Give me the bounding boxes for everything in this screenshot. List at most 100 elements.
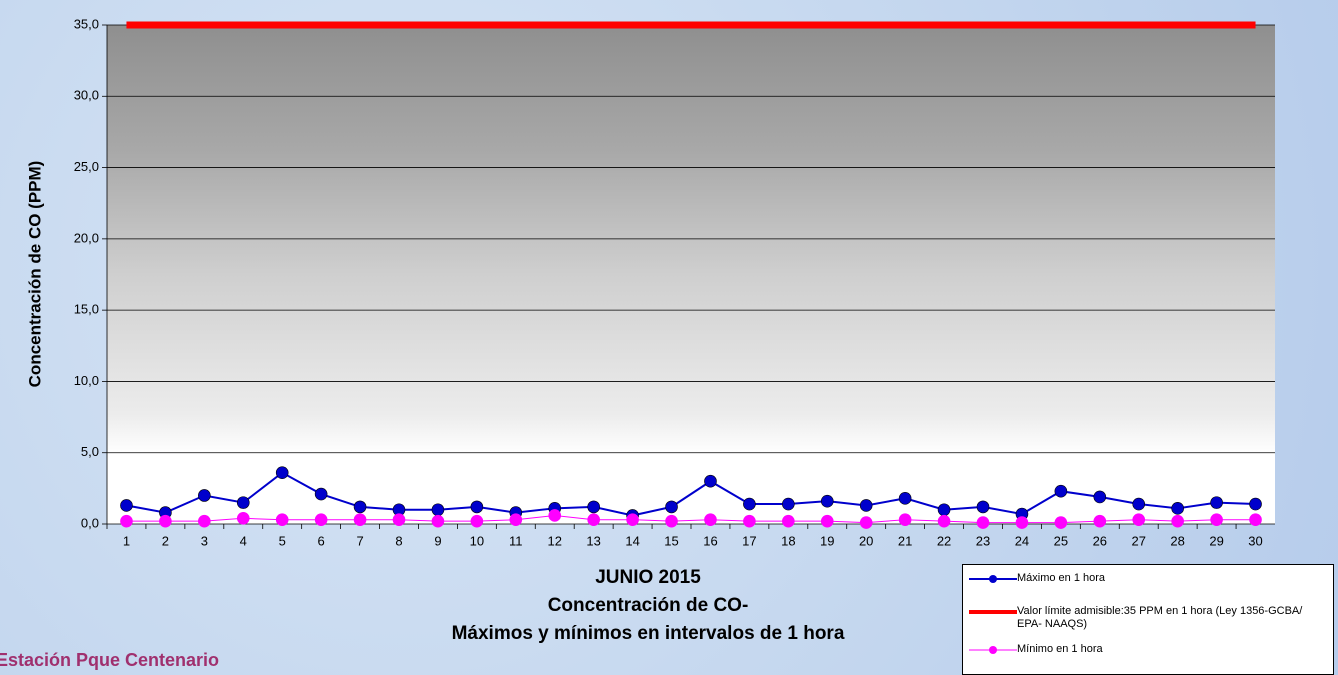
x-tick-label: 9 — [434, 533, 441, 548]
data-point — [1093, 514, 1107, 528]
legend-swatch — [969, 610, 1017, 614]
plot-area — [107, 25, 1275, 524]
data-point — [1210, 513, 1223, 527]
chart-subtitle: Concentración de CO- — [548, 595, 749, 616]
data-point — [353, 500, 367, 514]
x-tick-label: 28 — [1170, 533, 1184, 548]
data-point — [314, 513, 328, 527]
legend: Máximo en 1 hora Valor límite admisible:3… — [962, 564, 1334, 675]
data-point — [1249, 513, 1262, 527]
x-tick-label: 25 — [1054, 533, 1068, 548]
data-point — [392, 513, 406, 527]
legend-swatch — [969, 575, 1017, 583]
data-point — [937, 503, 951, 517]
chart-subtitle: Máximos y mínimos en intervalos de 1 hor… — [452, 623, 845, 644]
data-point — [976, 516, 990, 529]
x-tick-label: 11 — [509, 533, 523, 548]
data-point — [1093, 490, 1107, 504]
y-tick-label: 25,0 — [74, 159, 99, 174]
x-tick-label: 18 — [781, 533, 795, 548]
data-point — [548, 509, 562, 522]
y-tick-label: 0,0 — [81, 515, 99, 530]
data-point — [820, 514, 834, 528]
y-tick-label: 30,0 — [74, 88, 99, 103]
data-point — [665, 514, 678, 528]
x-tick-label: 4 — [240, 533, 247, 548]
legend-marker — [989, 575, 997, 583]
series-line — [126, 514, 1256, 524]
data-point — [1132, 497, 1146, 511]
data-point — [236, 496, 250, 509]
x-tick-label: 13 — [586, 533, 600, 548]
x-tick-label: 23 — [976, 533, 990, 548]
x-tick-label: 26 — [1093, 533, 1107, 548]
data-point — [587, 500, 600, 514]
data-point — [1171, 514, 1184, 528]
x-tick-label: 15 — [664, 533, 678, 548]
data-point — [1249, 497, 1262, 511]
x-tick-label: 14 — [625, 533, 639, 548]
x-tick-label: 24 — [1015, 533, 1029, 548]
x-tick-label: 8 — [395, 533, 402, 548]
data-point — [431, 503, 445, 517]
data-point — [1054, 484, 1068, 498]
x-tick-label: 7 — [356, 533, 363, 548]
data-point — [626, 513, 639, 527]
x-tick-label: 30 — [1248, 533, 1262, 548]
y-tick-label: 35,0 — [74, 16, 99, 31]
legend-item: Valor límite admisible:35 PPM en 1 hora … — [967, 605, 1329, 631]
data-point — [314, 487, 328, 501]
data-point — [120, 514, 133, 528]
x-tick-label: 5 — [279, 533, 286, 548]
series-line — [126, 471, 1256, 517]
data-point — [470, 514, 484, 528]
legend-label: Máximo en 1 hora — [1017, 572, 1106, 584]
legend-item: Mínimo en 1 hora — [967, 643, 1329, 657]
data-point — [782, 497, 795, 511]
data-point — [976, 500, 990, 514]
data-point — [820, 494, 834, 508]
y-axis-title: Concentración de CO (PPM) — [25, 161, 44, 388]
legend-label: Valor límite admisible:35 PPM en 1 hora … — [1017, 605, 1303, 630]
x-tick-label: 1 — [123, 533, 130, 548]
data-point — [898, 492, 912, 505]
station-label: Estación Pque Centenario — [0, 650, 219, 670]
data-point — [587, 513, 600, 527]
data-point — [275, 466, 289, 479]
legend-label: Mínimo en 1 hora — [1017, 643, 1103, 655]
x-tick-label: 21 — [898, 533, 912, 548]
data-point — [859, 499, 873, 512]
data-point — [704, 474, 717, 488]
data-point — [743, 514, 756, 528]
data-point — [665, 500, 678, 514]
y-tick-label: 15,0 — [74, 302, 99, 317]
x-tick-label: 10 — [470, 533, 484, 548]
data-point — [859, 516, 873, 529]
data-point — [198, 514, 211, 528]
data-point — [1210, 496, 1223, 509]
x-tick-label: 6 — [318, 533, 325, 548]
legend-swatch — [969, 646, 1017, 654]
data-point — [120, 499, 133, 512]
x-tick-label: 27 — [1131, 533, 1145, 548]
y-tick-label: 5,0 — [81, 444, 99, 459]
data-point — [704, 513, 717, 527]
y-tick-label: 10,0 — [74, 373, 99, 388]
data-point — [353, 513, 367, 527]
data-point — [431, 514, 445, 528]
data-point — [898, 513, 912, 527]
x-tick-label: 12 — [547, 533, 561, 548]
x-tick-label: 16 — [703, 533, 717, 548]
data-point — [743, 497, 756, 511]
data-point — [1132, 513, 1146, 527]
legend-marker — [989, 646, 997, 654]
chart-title: JUNIO 2015 — [595, 567, 701, 588]
x-tick-label: 2 — [162, 533, 169, 548]
data-point — [782, 514, 795, 528]
data-point — [1054, 516, 1068, 529]
data-point — [937, 514, 951, 528]
data-point — [1015, 516, 1029, 529]
x-tick-label: 19 — [820, 533, 834, 548]
